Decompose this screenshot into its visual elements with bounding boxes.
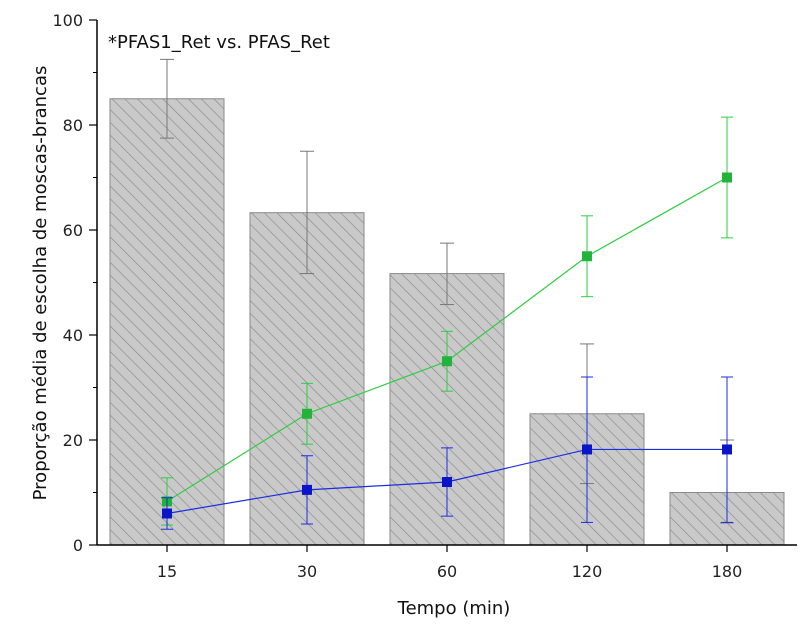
y-tick-label-80: 80: [63, 116, 83, 135]
series-2-point-30: [302, 484, 312, 495]
x-tick-label-180: 180: [712, 562, 743, 581]
y-tick-label-20: 20: [63, 431, 83, 450]
series-2-point-180: [722, 444, 732, 455]
x-tick-label-30: 30: [297, 562, 317, 581]
series-1-point-180: [722, 172, 732, 183]
series-2-point-120: [582, 444, 592, 455]
axes-layer: 0 20 40 60 80 100 15 30 60 120 180: [52, 11, 797, 581]
series-1-point-60: [442, 356, 452, 367]
x-axis-label: Tempo (min): [397, 598, 511, 619]
y-tick-label-40: 40: [63, 326, 83, 345]
y-tick-label-60: 60: [63, 221, 83, 240]
series-2-point-15: [162, 508, 172, 519]
x-tick-label-60: 60: [437, 562, 457, 581]
y-tick-label-100: 100: [52, 11, 83, 30]
y-tick-label-0: 0: [73, 536, 83, 555]
chart-annotation: *PFAS1_Ret vs. PFAS_Ret: [108, 32, 330, 53]
bar-15: [109, 98, 225, 546]
series-layer: [161, 116, 733, 530]
series-1-point-30: [302, 408, 312, 419]
x-tick-label-120: 120: [572, 562, 603, 581]
x-tick-label-15: 15: [157, 562, 177, 581]
series-2-point-60: [442, 477, 452, 487]
y-axis-label: Proporção média de escolha de moscas-bra…: [30, 66, 51, 501]
series-1-point-120: [582, 251, 592, 262]
